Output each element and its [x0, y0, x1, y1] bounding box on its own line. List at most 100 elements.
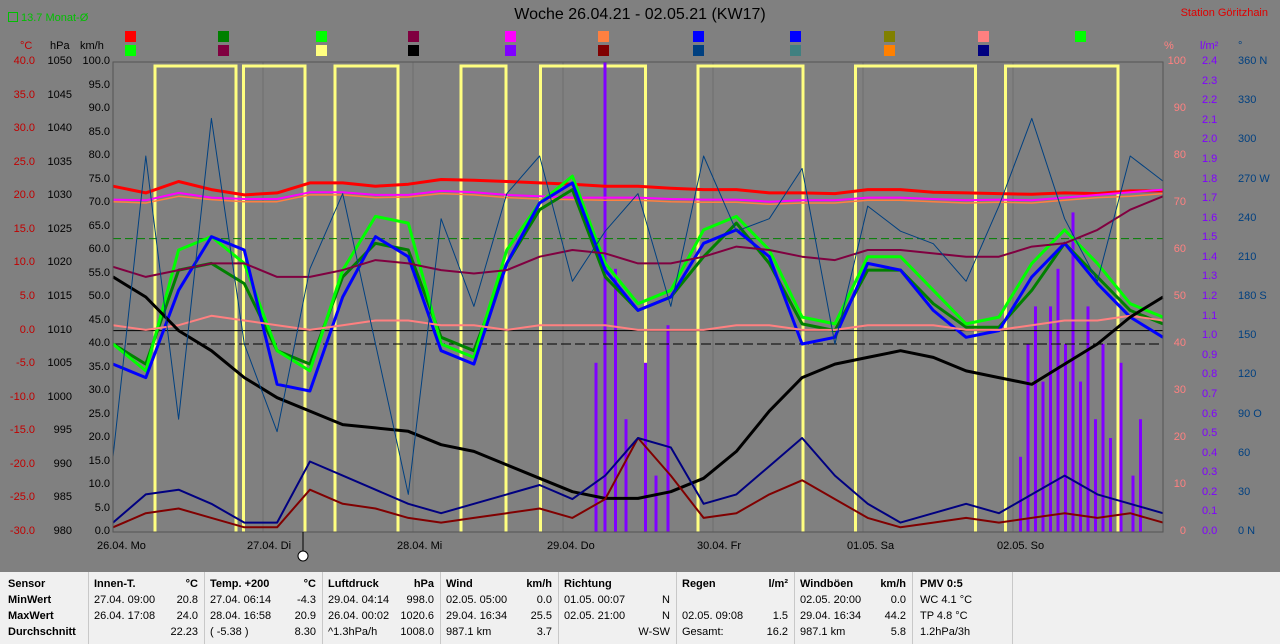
legend-swatch: [693, 31, 704, 42]
stats-col-wind: Wind km/h 02.05. 05:00 0.0 29.04. 16:34 25.5 9…: [440, 572, 559, 644]
sunshine-line: [539, 64, 647, 532]
stats-max-date: 28.04. 16:58: [210, 610, 272, 622]
pressure-tick: 985: [53, 491, 72, 504]
stats-max-date: 02.05. 09:08: [682, 610, 744, 622]
legend-item[interactable]: [505, 45, 519, 57]
month-average-indicator[interactable]: 13.7 Monat-Ø: [8, 12, 88, 24]
stats-avg-value: 22.23: [170, 626, 198, 638]
legend-swatch: [125, 45, 136, 56]
sunshine-line: [459, 64, 508, 532]
legend-item[interactable]: [316, 31, 330, 43]
temp-tick: 20.0: [13, 189, 35, 202]
legend-item[interactable]: [598, 45, 612, 57]
rain-bar: [624, 419, 628, 532]
legend-swatch: [978, 45, 989, 56]
rain-tick: 0.5: [1202, 427, 1218, 440]
legend-item[interactable]: [218, 31, 232, 43]
legend-swatch: [408, 45, 419, 56]
humidity-unit: %: [1164, 40, 1174, 52]
rain-bar: [1101, 344, 1105, 532]
checkbox-icon[interactable]: [8, 12, 18, 22]
rain-tick: 1.4: [1202, 250, 1218, 263]
sunshine-line: [854, 64, 977, 532]
legend-item[interactable]: [790, 45, 804, 57]
rain-bar: [1019, 456, 1022, 532]
legend-item[interactable]: [790, 31, 804, 43]
rain-bar: [1094, 419, 1097, 532]
legend-item[interactable]: [598, 31, 612, 43]
rain-tick: 1.3: [1202, 270, 1218, 283]
stats-avg-value: 5.8: [890, 626, 906, 638]
stats-max-value: 1020.6: [400, 610, 434, 622]
legend-item[interactable]: [978, 45, 992, 57]
sunshine-line: [242, 64, 307, 532]
legend-swatch: [125, 31, 136, 42]
pressure-tick: 1015: [47, 290, 72, 302]
temp-tick: -10.0: [9, 390, 35, 403]
stats-row-label: MaxWert: [8, 610, 54, 622]
pressure-tick: 995: [53, 424, 72, 437]
legend-swatch: [693, 45, 704, 56]
stats-header: Regen: [682, 578, 716, 590]
stats-max-date: 29.04. 16:34: [446, 610, 508, 622]
rain-tick: 2.4: [1202, 55, 1218, 67]
humidity-tick: 90: [1173, 102, 1186, 114]
legend-swatch: [598, 31, 609, 42]
legend-item[interactable]: [978, 31, 992, 43]
wind-unit: km/h: [80, 40, 104, 52]
x-axis-label: 30.04. Fr: [697, 540, 742, 552]
stats-unit: km/h: [526, 578, 552, 590]
stats-min-date: 02.05. 20:00: [800, 594, 862, 606]
stats-unit: °C: [185, 578, 198, 590]
rain-tick: 2.2: [1202, 94, 1218, 107]
wind-tick: 80.0: [88, 149, 110, 161]
stats-row-label: MinWert: [8, 594, 52, 606]
legend-item[interactable]: [125, 31, 139, 43]
rain-tick: 1.8: [1202, 172, 1218, 185]
stats-header: Luftdruck: [328, 578, 379, 590]
series-line: [112, 117, 1164, 495]
stats-min-value: N: [662, 594, 670, 606]
stats-max-value: N: [662, 610, 670, 622]
legend-item[interactable]: [218, 45, 232, 57]
station-name: Station Göritzhain: [1180, 7, 1268, 19]
stats-header: PMV 0:5: [920, 578, 963, 590]
temp-tick: 5.0: [19, 290, 35, 302]
direction-tick: 360 N: [1238, 55, 1268, 67]
stats-min-value: 0.0: [890, 594, 906, 606]
legend-item[interactable]: [1075, 31, 1089, 43]
legend-item[interactable]: [693, 45, 707, 57]
rain-tick: 0.2: [1202, 485, 1218, 498]
legend-item[interactable]: [125, 45, 139, 57]
temp-unit: °C: [20, 40, 33, 52]
rain-tick: 0.9: [1202, 348, 1218, 361]
rain-tick: 0.1: [1202, 505, 1218, 518]
legend-swatch: [884, 31, 895, 42]
rain-bar: [1139, 419, 1142, 532]
plot-frame: [112, 61, 1164, 533]
temp-tick: 30.0: [13, 122, 35, 135]
rain-tick: 1.9: [1202, 152, 1218, 165]
legend-item[interactable]: [505, 31, 519, 43]
temp-tick: -20.0: [9, 457, 35, 470]
x-axis-label: 27.04. Di: [247, 540, 292, 552]
legend-item[interactable]: [884, 31, 898, 43]
legend-item[interactable]: [884, 45, 898, 57]
legend-item[interactable]: [693, 31, 707, 43]
stats-unit: l/m²: [768, 578, 788, 590]
stats-max-value: 44.2: [884, 610, 906, 622]
stats-min-date: 02.05. 05:00: [446, 594, 508, 606]
legend-item[interactable]: [408, 45, 422, 57]
pressure-tick: 1040: [47, 122, 72, 135]
series-line: [112, 195, 1164, 278]
wind-tick: 40.0: [88, 337, 110, 349]
series-line: [112, 181, 1164, 393]
humidity-tick: 10: [1173, 478, 1186, 490]
legend-item[interactable]: [408, 31, 422, 43]
pressure-tick: 1000: [47, 390, 72, 403]
legend-item[interactable]: [316, 45, 330, 57]
pressure-tick: 1025: [47, 222, 72, 235]
stats-avg-value: 1008.0: [400, 626, 434, 638]
cursor-handle: [297, 550, 309, 562]
stats-max-date: 26.04. 00:02: [328, 610, 390, 622]
